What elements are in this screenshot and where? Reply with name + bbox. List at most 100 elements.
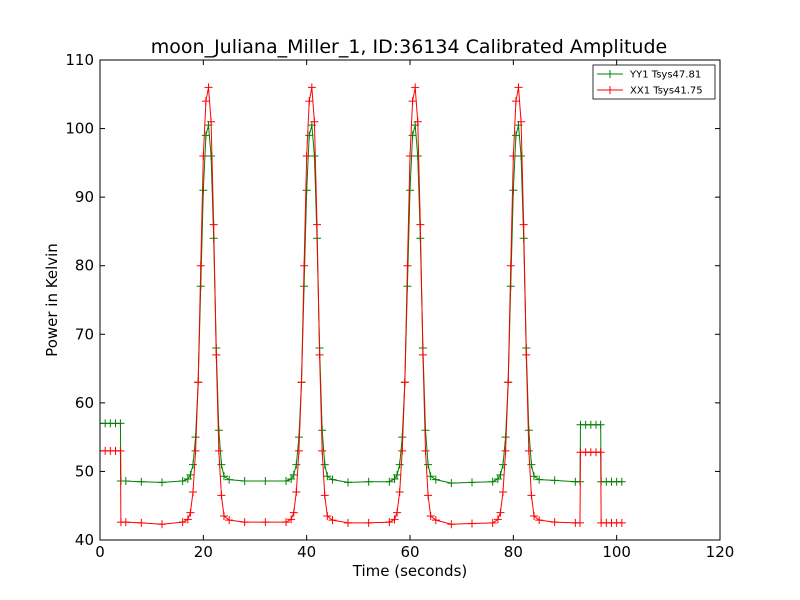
data-point-marker — [261, 477, 270, 486]
data-point-marker — [517, 152, 526, 160]
y-tick-label: 60 — [75, 394, 94, 412]
data-point-marker — [426, 472, 435, 481]
data-point-marker — [302, 186, 311, 195]
data-point-marker — [385, 477, 394, 486]
data-point-marker — [596, 448, 605, 457]
data-point-marker — [328, 475, 337, 484]
data-point-marker — [121, 518, 130, 527]
data-point-marker — [204, 83, 213, 92]
data-point-marker — [535, 475, 544, 484]
data-point-marker — [413, 117, 422, 126]
data-point-marker — [617, 518, 626, 527]
x-tick-label: 20 — [194, 543, 213, 561]
data-point-marker — [137, 518, 146, 527]
data-point-marker — [318, 446, 327, 455]
data-point-marker — [207, 117, 216, 126]
data-point-marker — [292, 488, 301, 496]
y-tick-label: 50 — [75, 462, 94, 480]
legend-swatch-marker — [606, 86, 614, 94]
data-point-marker — [406, 152, 414, 160]
data-point-marker — [504, 378, 513, 387]
data-point-marker — [282, 518, 290, 527]
series-line — [100, 87, 622, 525]
data-point-marker — [385, 518, 394, 527]
data-point-marker — [240, 518, 249, 527]
data-point-marker — [289, 470, 298, 479]
data-point-marker — [511, 131, 520, 140]
x-tick-label: 60 — [400, 543, 419, 561]
data-point-marker — [220, 472, 228, 481]
data-point-marker — [509, 186, 518, 195]
data-point-marker — [209, 220, 218, 229]
data-point-marker — [447, 520, 456, 529]
data-point-marker — [189, 488, 197, 496]
data-point-marker — [398, 446, 407, 455]
x-tick-label: 100 — [602, 543, 631, 561]
data-point-marker — [527, 491, 536, 500]
data-point-marker — [292, 460, 301, 469]
data-point-marker — [305, 97, 314, 106]
data-point-marker — [287, 474, 296, 483]
data-point-marker — [310, 152, 319, 160]
y-axis-label: Power in Kelvin — [43, 243, 61, 357]
data-point-marker — [447, 479, 456, 488]
data-point-marker — [191, 446, 200, 455]
data-point-marker — [201, 97, 210, 106]
data-point-marker — [390, 474, 399, 483]
data-point-marker — [421, 446, 430, 455]
data-point-marker — [294, 446, 303, 455]
data-point-marker — [499, 488, 507, 496]
data-point-marker — [189, 460, 197, 469]
data-point-marker — [214, 446, 223, 455]
legend-swatch-marker — [606, 70, 614, 78]
data-point-marker — [496, 470, 505, 479]
data-point-marker — [212, 350, 221, 359]
data-point-marker — [305, 131, 314, 140]
data-point-marker — [424, 460, 433, 469]
data-point-marker — [310, 117, 319, 126]
data-point-marker — [406, 186, 414, 195]
data-point-marker — [158, 520, 166, 529]
data-point-marker — [302, 152, 311, 160]
data-point-marker — [116, 419, 125, 428]
data-point-marker — [364, 518, 373, 527]
data-point-marker — [313, 220, 321, 229]
data-point-marker — [307, 83, 316, 92]
y-tick-label: 70 — [75, 325, 94, 343]
data-point-marker — [300, 261, 309, 270]
data-point-marker — [240, 477, 249, 486]
data-point-marker — [186, 508, 195, 517]
data-point-marker — [183, 515, 192, 524]
data-point-marker — [320, 491, 329, 500]
y-tick-label: 40 — [75, 531, 94, 549]
data-point-marker — [116, 446, 125, 455]
data-point-marker — [575, 518, 584, 527]
data-point-marker — [493, 515, 502, 524]
legend-label: YY1 Tsys47.81 — [629, 70, 701, 81]
data-point-marker — [468, 478, 476, 487]
data-point-marker — [220, 512, 228, 520]
data-point-marker — [183, 474, 192, 483]
data-point-marker — [400, 378, 409, 387]
legend-label: XX1 Tsys41.75 — [630, 86, 703, 97]
data-point-marker — [137, 477, 146, 486]
data-point-marker — [501, 446, 510, 455]
data-point-marker — [499, 460, 507, 469]
data-point-marker — [121, 477, 130, 486]
data-point-marker — [493, 474, 502, 483]
data-point-marker — [550, 476, 559, 485]
data-point-marker — [289, 508, 298, 517]
data-point-marker — [488, 477, 497, 486]
data-point-marker — [411, 83, 420, 92]
data-point-marker — [413, 152, 422, 160]
y-tick-label: 110 — [65, 51, 94, 69]
y-tick-label: 90 — [75, 188, 94, 206]
data-point-marker — [509, 152, 518, 160]
data-point-marker — [320, 460, 329, 469]
data-point-marker — [178, 477, 187, 486]
x-tick-label: 40 — [297, 543, 316, 561]
data-point-marker — [403, 261, 412, 270]
data-point-marker — [315, 350, 324, 359]
legend-box — [592, 64, 716, 100]
